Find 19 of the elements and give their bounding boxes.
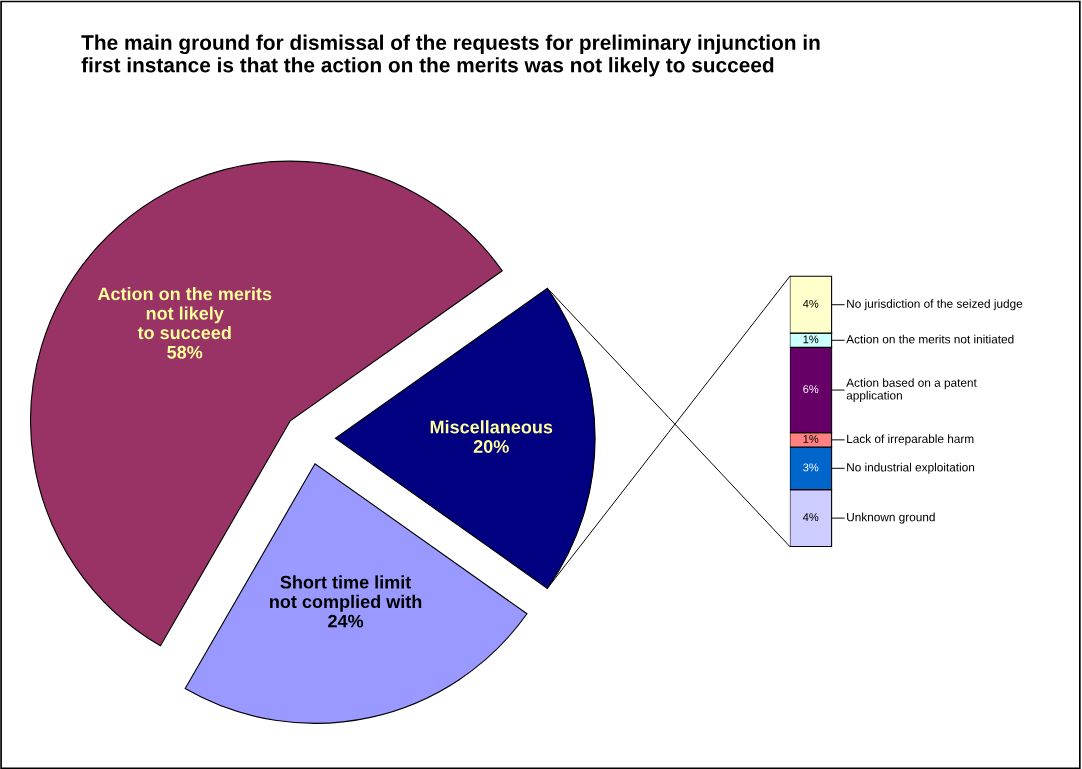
data-label: 4%	[802, 513, 819, 522]
slice-label: Miscellaneous	[430, 420, 553, 434]
data-label: 58%	[167, 345, 203, 359]
data-label: 24%	[328, 614, 364, 628]
data-label: 4%	[802, 299, 819, 308]
legend-label: No industrial exploitation	[847, 462, 975, 474]
legend-label: Unknown ground	[847, 512, 935, 524]
slice-label: Action on the merits not likely to succeed	[97, 287, 272, 340]
legend-label: Lack of irreparable harm	[847, 434, 974, 446]
data-label: 1%	[803, 435, 819, 443]
data-label: 20%	[473, 440, 509, 453]
slice-label: Short time limit not complied with	[270, 575, 422, 612]
data-label: 6%	[803, 385, 819, 394]
legend-label: Action on the merits not initiated	[846, 334, 1014, 344]
data-label: 1%	[803, 335, 819, 344]
legend-label: Action based on a patent application	[846, 378, 977, 402]
legend-label: No jurisdiction of the seized judge	[847, 299, 1023, 311]
data-label: 3%	[803, 463, 819, 472]
chart-title: The main ground for dismissal of the requests for preliminary injunction in first instance is that the action on the merits was not likely to succeed	[81, 34, 820, 77]
